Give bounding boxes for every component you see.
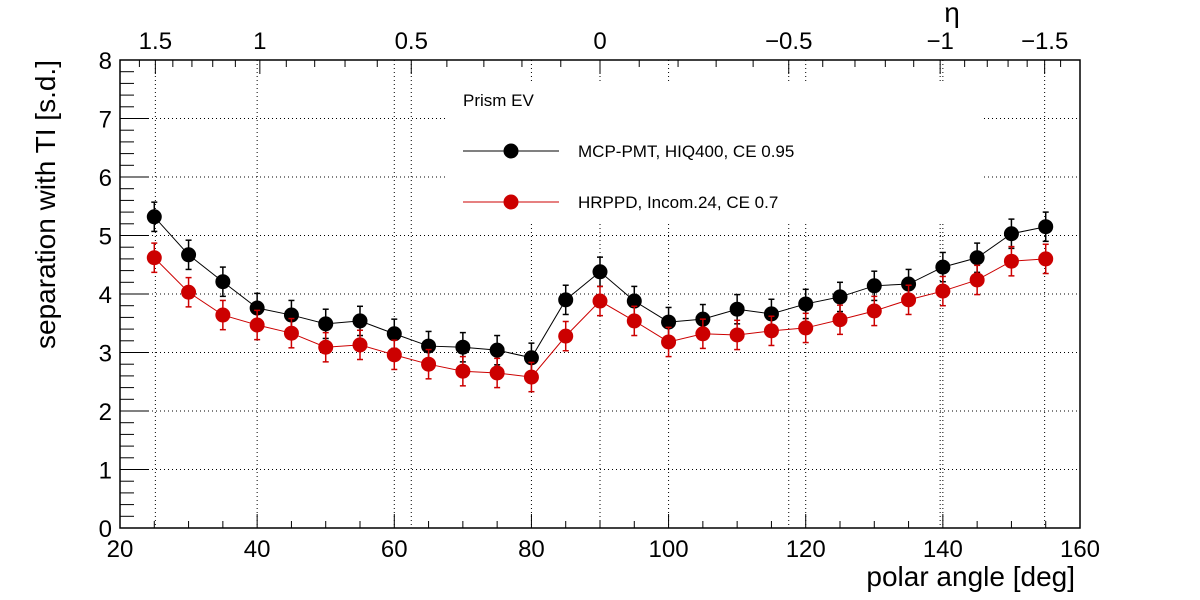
data-point [935, 283, 951, 299]
eta-tick-label: 0 [593, 28, 606, 55]
x-tick-label: 20 [107, 536, 134, 563]
y-tick-label: 2 [99, 399, 112, 426]
data-point [489, 342, 505, 358]
eta-tick-label: −0.5 [765, 28, 812, 55]
data-point [695, 326, 711, 342]
data-point [386, 347, 402, 363]
series-1 [146, 242, 1054, 393]
data-point [146, 250, 162, 266]
legend-marker-hrppd [503, 194, 519, 210]
data-point [489, 365, 505, 381]
y-tick-label: 3 [99, 341, 112, 368]
data-point [1003, 253, 1019, 269]
eta-tick-label: 1.5 [139, 28, 172, 55]
legend-label-hrppd: HRPPD, Incom.24, CE 0.7 [578, 193, 778, 212]
data-point [969, 272, 985, 288]
eta-tick-label: 0.5 [395, 28, 428, 55]
data-point [523, 350, 539, 366]
y-tick-label: 4 [99, 282, 112, 309]
x-tick-label: 40 [244, 536, 271, 563]
data-point [798, 320, 814, 336]
data-point [661, 314, 677, 330]
data-point [626, 293, 642, 309]
legend: Prism EV MCP-PMT, HIQ400, CE 0.95 HRPPD,… [445, 82, 983, 222]
data-point [592, 293, 608, 309]
data-point [421, 356, 437, 372]
data-point [249, 317, 265, 333]
data-point [763, 323, 779, 339]
data-point [1038, 251, 1054, 267]
y-tick-label: 6 [99, 165, 112, 192]
tick-labels: 20 40 60 80 100 120 140 160 0 1 2 3 4 5 6 7 8 1.5 1 0.5 0 −0.… [99, 28, 1100, 563]
x-tick-label: 100 [649, 536, 689, 563]
x-tick-label: 60 [381, 536, 408, 563]
top-axis-title: η [944, 0, 960, 28]
data-point [832, 289, 848, 305]
y-tick-label: 7 [99, 107, 112, 134]
y-tick-label: 8 [99, 48, 112, 75]
y-tick-label: 0 [99, 516, 112, 543]
data-point [1038, 219, 1054, 235]
data-point [866, 303, 882, 319]
data-point [523, 369, 539, 385]
data-point [592, 264, 608, 280]
data-point [455, 363, 471, 379]
data-point [866, 278, 882, 294]
x-tick-label: 160 [1060, 536, 1100, 563]
data-point [558, 292, 574, 308]
y-tick-label: 5 [99, 224, 112, 251]
data-point [146, 209, 162, 225]
legend-mask [445, 82, 983, 222]
eta-tick-label: −1.5 [1021, 28, 1068, 55]
y-axis-title: separation with TI [s.d.] [30, 60, 61, 349]
data-point [626, 313, 642, 329]
data-point [318, 316, 334, 332]
eta-tick-label: −1 [926, 28, 953, 55]
data-point [249, 300, 265, 316]
data-point [318, 339, 334, 355]
data-point [283, 325, 299, 341]
legend-marker-mcp [503, 143, 519, 159]
legend-title: Prism EV [463, 91, 535, 110]
data-point [901, 276, 917, 292]
data-point [1003, 226, 1019, 242]
data-point [832, 312, 848, 328]
data-point [763, 306, 779, 322]
data-point [729, 327, 745, 343]
data-point [798, 296, 814, 312]
x-tick-label: 80 [518, 536, 545, 563]
legend-entry-mcp: MCP-PMT, HIQ400, CE 0.95 [463, 142, 794, 161]
y-tick-label: 1 [99, 458, 112, 485]
x-axis-title: polar angle [deg] [866, 561, 1075, 592]
data-point [421, 338, 437, 354]
data-point [283, 307, 299, 323]
data-point [215, 274, 231, 290]
legend-entry-hrppd: HRPPD, Incom.24, CE 0.7 [463, 193, 778, 212]
data-point [181, 247, 197, 263]
x-tick-label: 140 [923, 536, 963, 563]
data-point [661, 334, 677, 350]
data-point [352, 313, 368, 329]
data-point [455, 339, 471, 355]
axis-ticks [119, 59, 1081, 529]
data-point [352, 337, 368, 353]
data-point [558, 328, 574, 344]
series-layer [146, 201, 1054, 393]
data-point [729, 301, 745, 317]
eta-tick-label: 1 [253, 28, 266, 55]
data-point [901, 292, 917, 308]
data-point [935, 259, 951, 275]
data-point [969, 250, 985, 266]
legend-label-mcp: MCP-PMT, HIQ400, CE 0.95 [578, 142, 794, 161]
x-tick-label: 120 [786, 536, 826, 563]
data-point [181, 284, 197, 300]
data-point [215, 307, 231, 323]
data-point [386, 326, 402, 342]
